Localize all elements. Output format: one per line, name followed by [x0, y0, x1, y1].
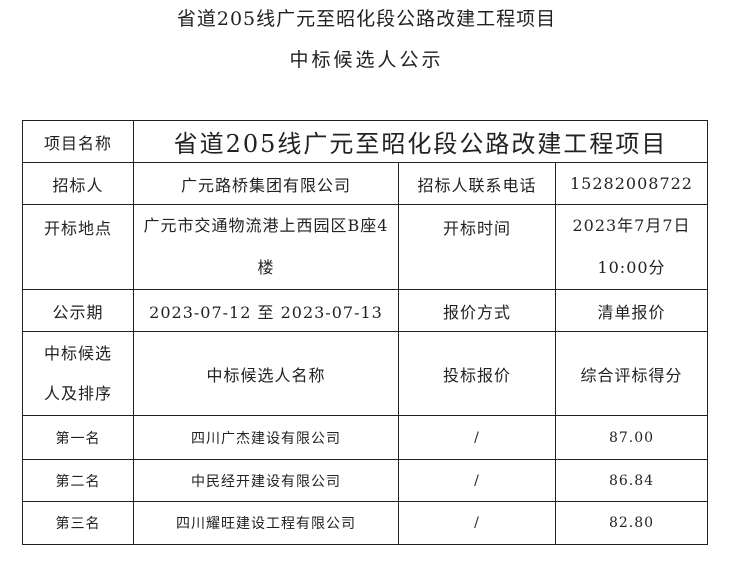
bid-price: / [398, 415, 556, 460]
score: 82.80 [555, 501, 708, 545]
header-bid: 投标报价 [398, 331, 556, 416]
rank: 第一名 [22, 415, 134, 460]
project-name-row: 项目名称 省道205线广元至昭化段公路改建工程项目 [22, 120, 708, 163]
contact-label: 招标人联系电话 [398, 162, 556, 205]
notice-row: 公示期 2023-07-12 至 2023-07-13 报价方式 清单报价 [22, 289, 708, 332]
table-row: 第三名 四川耀旺建设工程有限公司 / 82.80 [22, 501, 708, 545]
document-subtitle: 中标候选人公示 [289, 49, 444, 71]
tenderer-row: 招标人 广元路桥集团有限公司 招标人联系电话 15282008722 [22, 162, 708, 205]
candidate-name: 四川广杰建设有限公司 [133, 415, 399, 460]
table-row: 第二名 中民经开建设有限公司 / 86.84 [22, 459, 708, 502]
project-name: 省道205线广元至昭化段公路改建工程项目 [133, 120, 708, 163]
score: 86.84 [555, 459, 708, 502]
document-title: 省道205线广元至昭化段公路改建工程项目 [176, 8, 557, 30]
table-row: 第一名 四川广杰建设有限公司 / 87.00 [22, 415, 708, 460]
tenderer-label: 招标人 [22, 162, 134, 205]
score: 87.00 [555, 415, 708, 460]
header-name: 中标候选人名称 [133, 331, 399, 416]
opening-row: 开标地点 广元市交通物流港上西园区B座4楼 开标时间 2023年7月7日10:0… [22, 204, 708, 290]
quote-method-label: 报价方式 [398, 289, 556, 332]
notice-period: 2023-07-12 至 2023-07-13 [133, 289, 399, 332]
rank: 第二名 [22, 459, 134, 502]
bid-price: / [398, 501, 556, 545]
project-name-label: 项目名称 [22, 120, 134, 163]
bid-price: / [398, 459, 556, 502]
header-rank: 中标候选人及排序 [22, 331, 134, 416]
header-score: 综合评标得分 [555, 331, 708, 416]
candidate-name: 中民经开建设有限公司 [133, 459, 399, 502]
contact-phone: 15282008722 [555, 162, 708, 205]
opening-time-label: 开标时间 [398, 204, 556, 290]
tenderer: 广元路桥集团有限公司 [133, 162, 399, 205]
opening-place-label: 开标地点 [22, 204, 134, 290]
candidate-table: 项目名称 省道205线广元至昭化段公路改建工程项目 招标人 广元路桥集团有限公司… [22, 120, 708, 545]
opening-place: 广元市交通物流港上西园区B座4楼 [133, 204, 399, 290]
header-row: 中标候选人及排序 中标候选人名称 投标报价 综合评标得分 [22, 331, 708, 416]
candidate-name: 四川耀旺建设工程有限公司 [133, 501, 399, 545]
notice-period-label: 公示期 [22, 289, 134, 332]
rank: 第三名 [22, 501, 134, 545]
quote-method: 清单报价 [555, 289, 708, 332]
opening-time: 2023年7月7日10:00分 [555, 204, 708, 290]
